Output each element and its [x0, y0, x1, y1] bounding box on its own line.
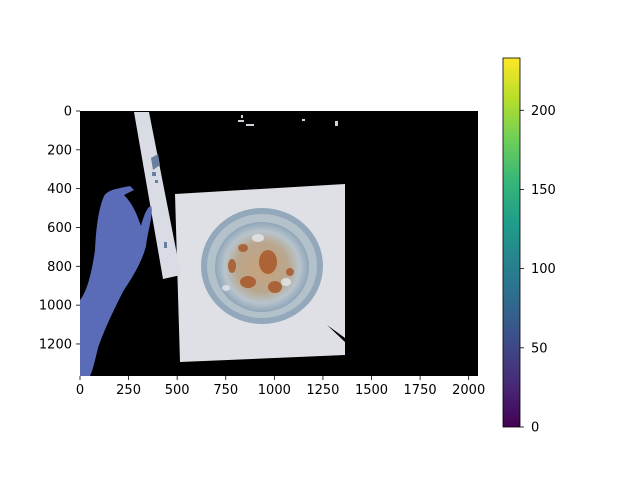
colorbar-axis: 0 50 100 150 200 — [520, 104, 556, 436]
image-axes — [80, 111, 478, 376]
x-tick-label: 500 — [165, 383, 190, 398]
colorbar-tick-label: 150 — [531, 183, 556, 198]
colorbar-tick-label: 100 — [531, 262, 556, 277]
x-tick-label: 2000 — [452, 383, 485, 398]
petri-dish — [201, 208, 323, 324]
y-tick-label: 1000 — [39, 299, 72, 314]
x-tick-label: 1750 — [404, 383, 437, 398]
dish-stains — [228, 244, 294, 293]
colorbar-tick-label: 50 — [531, 341, 548, 356]
colorbar-gradient — [502, 57, 521, 428]
y-tick-label: 200 — [47, 143, 72, 158]
x-tick-label: 250 — [116, 383, 141, 398]
y-axis: 0 200 400 600 800 1000 1200 — [39, 105, 80, 352]
x-tick-label: 0 — [76, 383, 84, 398]
x-tick-label: 750 — [213, 383, 238, 398]
x-tick-label: 1000 — [258, 383, 291, 398]
top-specks — [238, 115, 338, 126]
colorbar-tick-label: 0 — [531, 421, 539, 436]
y-tick-label: 600 — [47, 221, 72, 236]
x-tick-label: 1250 — [306, 383, 339, 398]
hand — [80, 186, 152, 376]
y-tick-label: 1200 — [39, 337, 72, 352]
y-tick-label: 400 — [47, 182, 72, 197]
paper-strip — [134, 112, 181, 279]
paper-shadow — [327, 325, 345, 342]
colorbar: 0 50 100 150 200 — [502, 57, 556, 436]
x-tick-label: 1500 — [355, 383, 388, 398]
strip-marks — [151, 154, 167, 248]
y-tick-label: 800 — [47, 260, 72, 275]
x-axis: 0 250 500 750 1000 1250 1500 1750 2000 — [76, 376, 485, 398]
y-tick-label: 0 — [64, 105, 72, 120]
colorbar-tick-label: 200 — [531, 104, 556, 119]
